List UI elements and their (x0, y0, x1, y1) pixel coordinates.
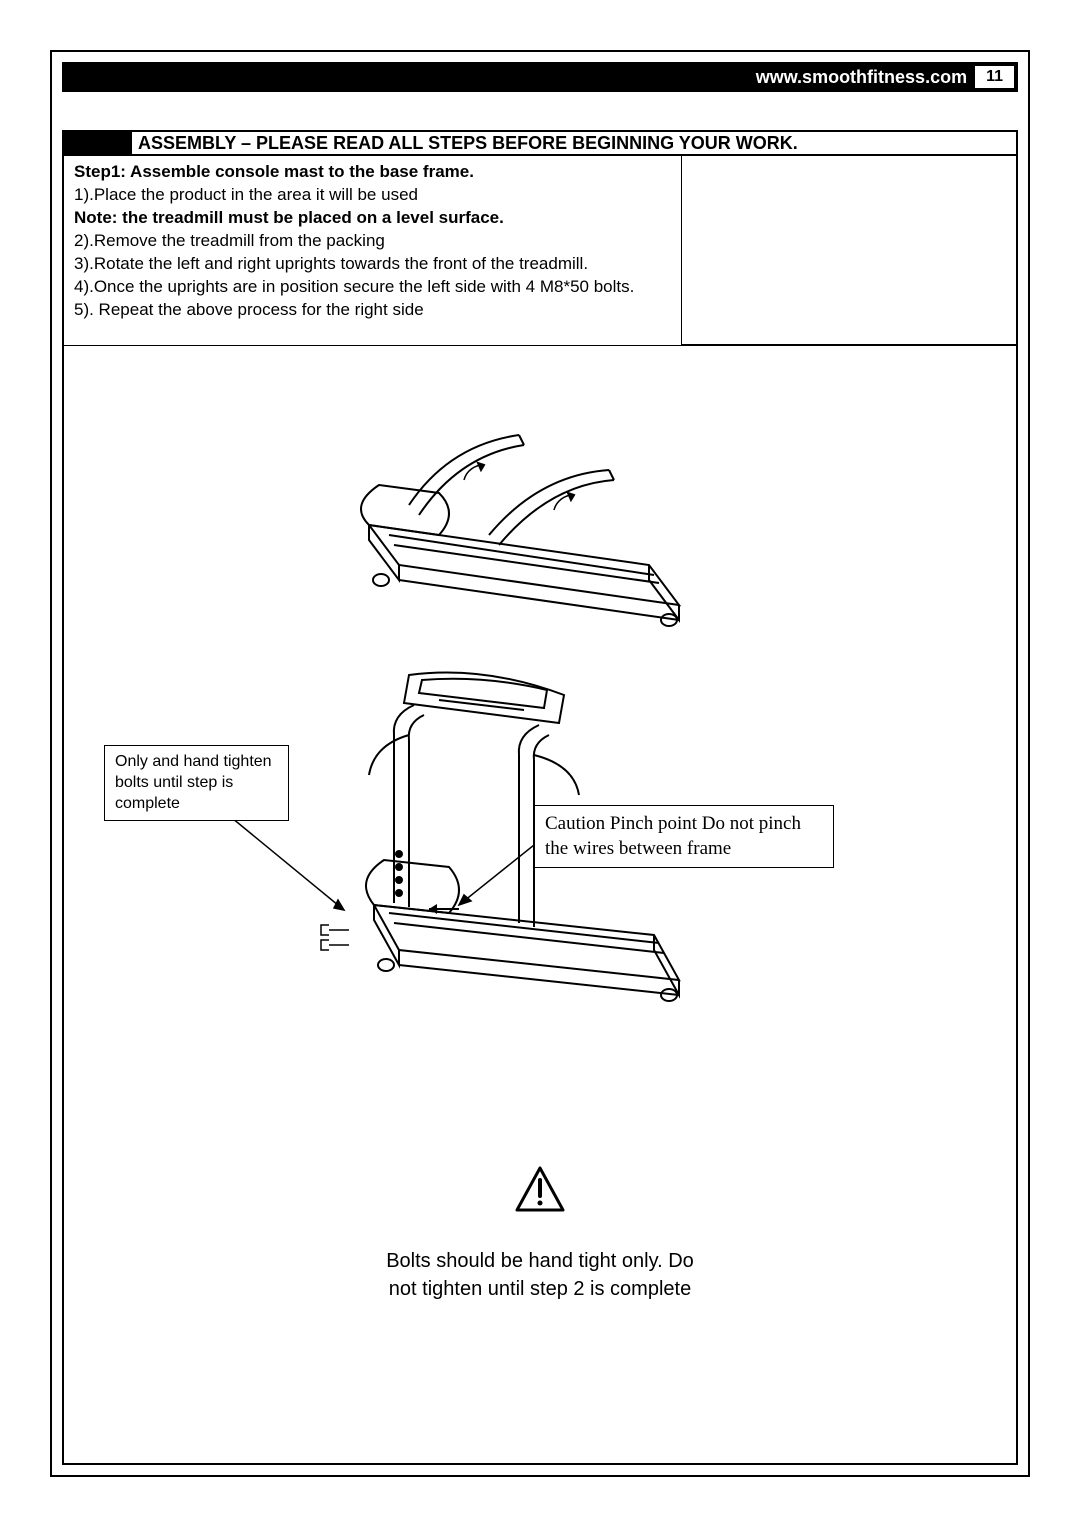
callout-right-arrow (454, 845, 544, 915)
instructions-text: Step1: Assemble console mast to the base… (64, 155, 684, 328)
step-title: Step1: Assemble console mast to the base… (74, 161, 674, 184)
section-title-accent (62, 130, 132, 156)
content-frame: Step1: Assemble console mast to the base… (62, 155, 1018, 1465)
instruction-line-5: 5). Repeat the above process for the rig… (74, 299, 674, 322)
warning-block: Bolts should be hand tight only. Do not … (64, 1166, 1016, 1303)
header-url: www.smoothfitness.com (756, 67, 967, 88)
warning-text-line1: Bolts should be hand tight only. Do (64, 1247, 1016, 1275)
callout-hand-tighten: Only and hand tighten bolts until step i… (104, 745, 289, 821)
instruction-line-3: 3).Rotate the left and right uprights to… (74, 253, 674, 276)
section-title-bar: ASSEMBLY – PLEASE READ ALL STEPS BEFORE … (62, 130, 1018, 156)
warning-icon (515, 1166, 565, 1217)
top-right-empty-cell (681, 155, 1016, 345)
row-divider (64, 345, 1016, 346)
instruction-line-2: 2).Remove the treadmill from the packing (74, 230, 674, 253)
page-number: 11 (975, 66, 1014, 88)
instruction-note: Note: the treadmill must be placed on a … (74, 207, 674, 230)
treadmill-folded-illustration (309, 385, 709, 635)
instruction-line-4: 4).Once the uprights are in position sec… (74, 276, 674, 299)
section-title: ASSEMBLY – PLEASE READ ALL STEPS BEFORE … (132, 130, 1018, 156)
instructions-block: Step1: Assemble console mast to the base… (64, 155, 684, 328)
instruction-line-1: 1).Place the product in the area it will… (74, 184, 674, 207)
callout-pinch-point: Caution Pinch point Do not pinch the wir… (534, 805, 834, 868)
header-bar: www.smoothfitness.com 11 (62, 62, 1018, 92)
warning-text-line2: not tighten until step 2 is complete (64, 1275, 1016, 1303)
